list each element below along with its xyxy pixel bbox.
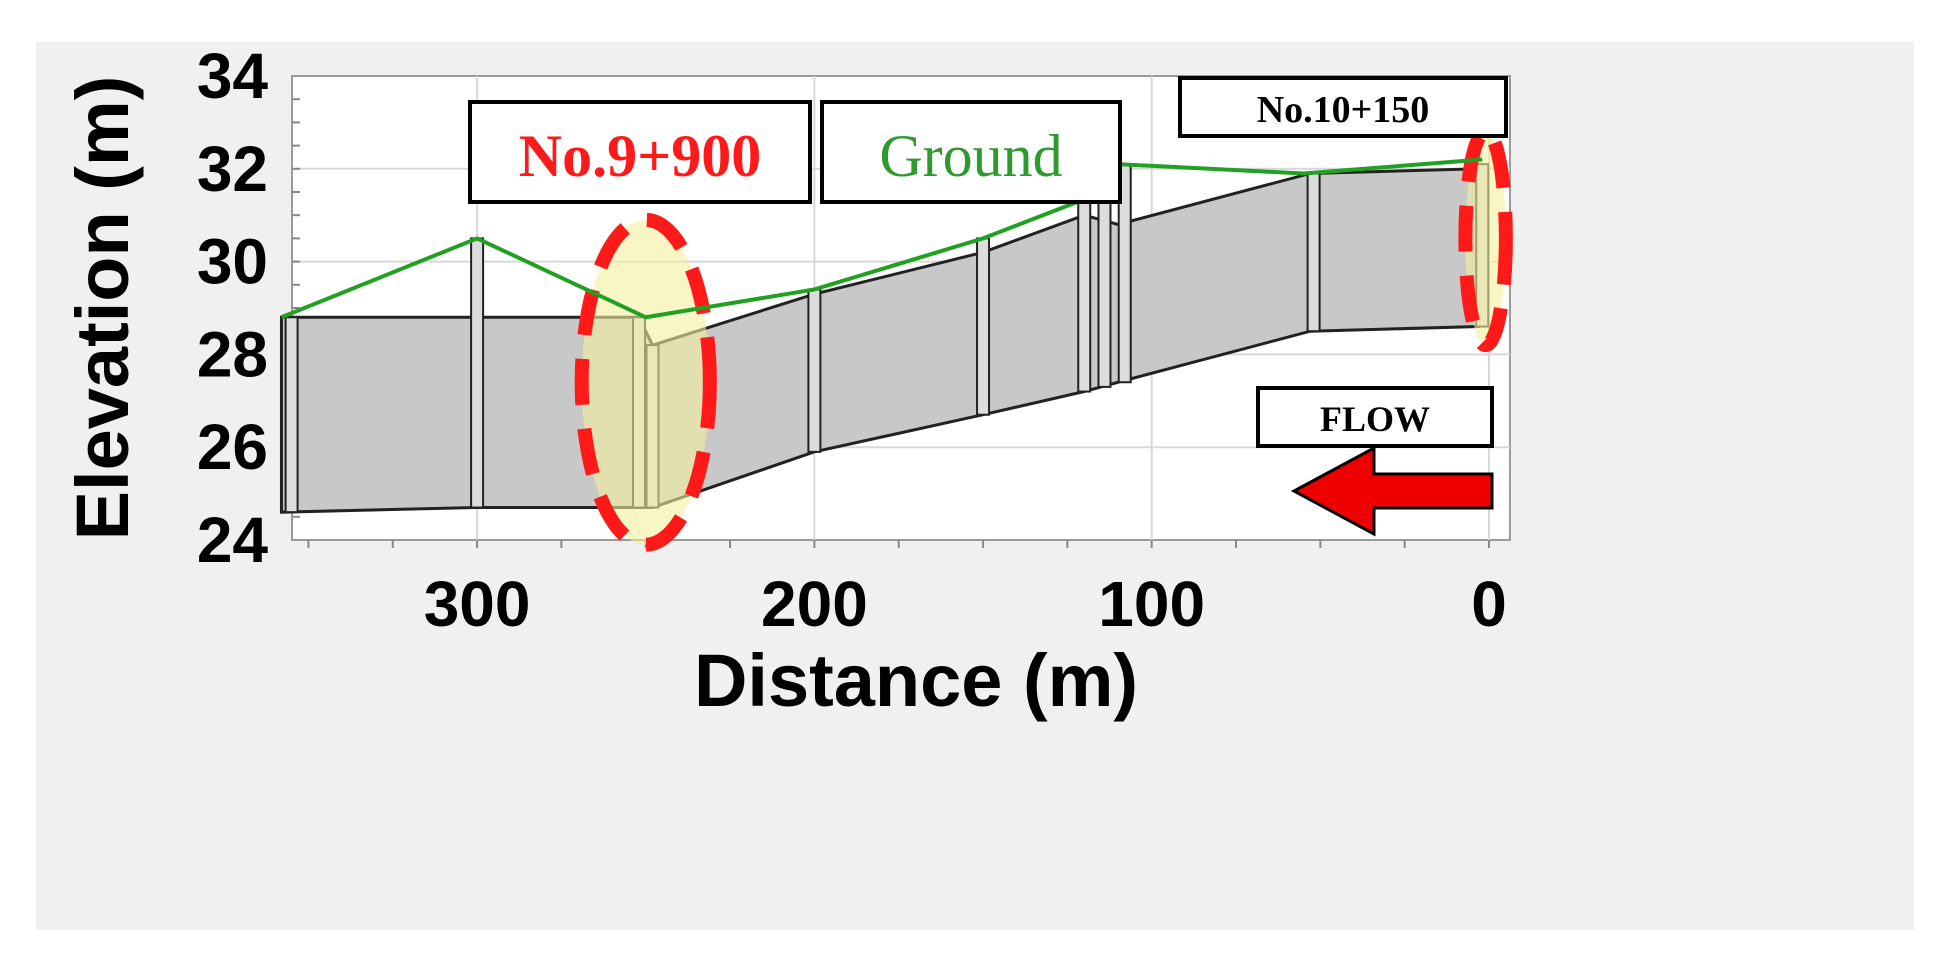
chart-svg: 24 26 28 30 32 34 300 200 100 0 Elevation (m) Di… [61,42,1513,722]
annotation-ground-box: Ground [820,100,1122,204]
highlight-fill [581,219,710,545]
minor-ticks [292,98,1490,548]
highlight-fill [1465,131,1506,346]
x-tick-label: 0 [1471,568,1507,640]
flow-arrow [1290,445,1494,537]
cross-section [470,237,485,509]
y-tick-labels: 24 26 28 30 32 34 [197,42,269,576]
cross-section [1077,172,1092,393]
flow-label: FLOW [1320,399,1430,439]
annotation-section-left: No.9+900 [519,123,762,189]
cross-section [1306,172,1321,333]
y-tick-label: 34 [197,42,269,112]
x-tick-label: 200 [761,568,868,640]
flow-label-box: FLOW [1256,386,1494,448]
x-axis-label: Distance (m) [694,639,1138,722]
highlight-ellipse [1458,124,1513,353]
cross-section [976,237,991,416]
cross-section [807,288,822,453]
y-tick-label: 24 [197,504,269,576]
annotation-section-right-box: No.10+150 [1178,76,1508,138]
y-tick-label: 30 [197,226,268,298]
ground-series-line [280,157,1483,320]
ground-line [280,157,1483,320]
y-tick-label: 32 [197,133,268,205]
cross-section [1097,172,1112,388]
highlight-ellipse [574,212,717,552]
y-tick-label: 28 [197,318,268,390]
annotation-ground: Ground [879,123,1062,189]
y-axis-label: Elevation (m) [61,76,144,541]
annotation-section-right: No.10+150 [1257,89,1430,131]
chart-panel: 24 26 28 30 32 34 300 200 100 0 Elevation (m) Di… [36,42,1914,930]
cross-section [284,316,299,514]
x-tick-label: 100 [1098,568,1205,640]
x-tick-labels: 300 200 100 0 [424,568,1507,640]
y-tick-label: 26 [197,411,268,483]
annotation-section-left-box: No.9+900 [468,100,812,204]
x-tick-label: 300 [424,568,531,640]
